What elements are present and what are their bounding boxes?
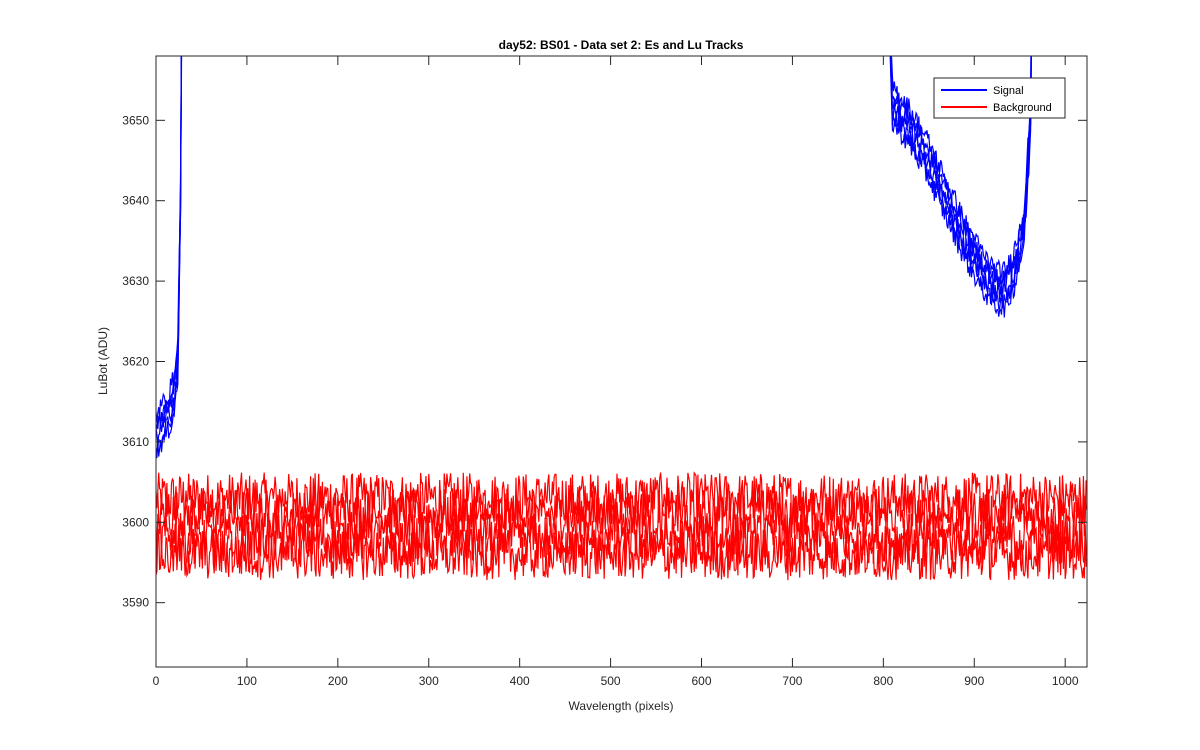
x-tick-label: 800 [873,674,893,688]
x-tick-label: 900 [964,674,984,688]
x-tick-label: 500 [601,674,621,688]
background-series-line [156,511,1087,565]
series-layer [156,56,1087,581]
y-tick-label: 3630 [122,274,149,288]
signal-series-line [890,56,1032,281]
legend-box [933,77,1066,119]
x-axis-title: Wavelength (pixels) [569,699,674,713]
legend: Signal Background [933,77,1066,119]
signal-series-line [156,56,182,422]
y-tick-label: 3590 [122,596,149,610]
x-tick-label: 300 [419,674,439,688]
y-tick-label: 3640 [122,194,149,208]
signal-series-line [890,56,1032,303]
x-tick-label: 700 [782,674,802,688]
legend-signal-label: Signal [993,85,1024,97]
x-tick-label: 100 [237,674,257,688]
background-series-line [156,471,1087,526]
x-tick-label: 0 [153,674,160,688]
ticks-layer: 0 100 200 300 400 500 600 700 800 900 1000 3590 3600… [122,56,1087,688]
x-tick-label: 400 [510,674,530,688]
y-tick-label: 3610 [122,435,149,449]
legend-background-label: Background [993,102,1052,114]
x-tick-label: 1000 [1052,674,1079,688]
y-axis-title: LuBot (ADU) [96,327,110,395]
y-tick-label: 3650 [122,113,149,127]
chart-title: day52: BS01 - Data set 2: Es and Lu Trac… [499,38,744,52]
background-series-line [156,528,1087,581]
y-tick-label: 3620 [122,355,149,369]
y-tick-label: 3600 [122,515,149,529]
x-tick-label: 600 [691,674,711,688]
x-tick-label: 200 [328,674,348,688]
background-series-line [156,486,1087,541]
